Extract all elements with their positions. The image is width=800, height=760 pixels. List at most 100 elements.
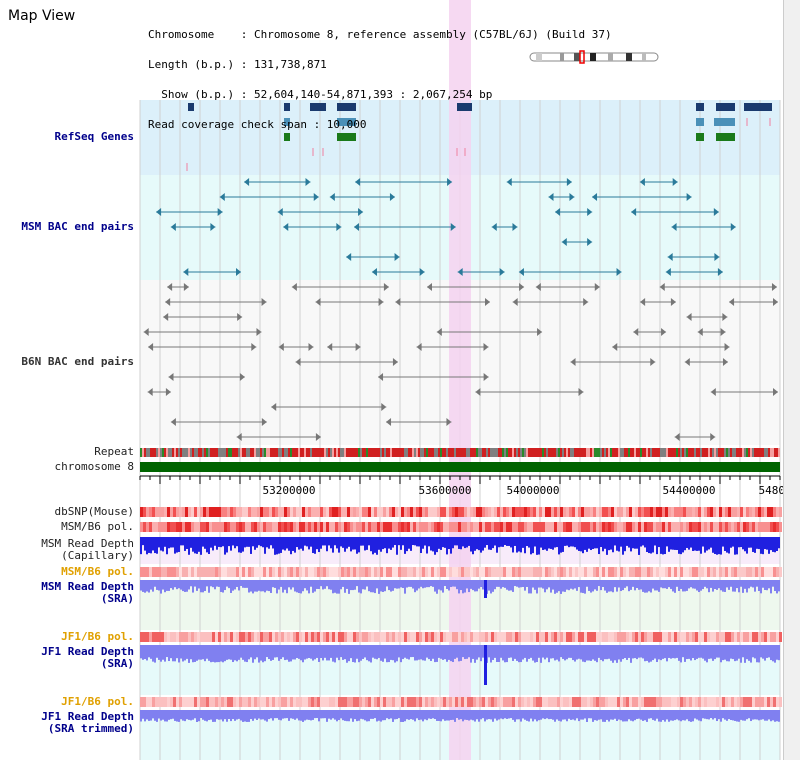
- heat-cell: [554, 567, 557, 577]
- heat-cell: [494, 697, 497, 707]
- refseq-track-label[interactable]: RefSeq Genes: [54, 130, 134, 143]
- depth-bar: [354, 537, 356, 550]
- heat-cell: [539, 507, 542, 517]
- repeat-segment: [316, 448, 318, 457]
- repeat-segment: [440, 448, 442, 457]
- depth-bar: [408, 710, 410, 720]
- heat-cell: [602, 522, 605, 532]
- depth-bar: [508, 710, 510, 719]
- heat-cell: [413, 632, 416, 642]
- heat-cell: [530, 567, 533, 577]
- heat-cell: [344, 632, 347, 642]
- depth-bar: [754, 710, 756, 720]
- depth-bar: [458, 580, 460, 594]
- depth-bar: [220, 580, 222, 592]
- depth-bar: [678, 710, 680, 721]
- depth-bar: [522, 537, 524, 548]
- repeat-segment: [538, 448, 540, 457]
- heat-cell: [299, 632, 302, 642]
- heat-cell: [260, 567, 263, 577]
- heat-cell: [587, 507, 590, 517]
- depth-bar: [712, 580, 714, 592]
- repeat-segment: [708, 448, 710, 457]
- heat-cell: [413, 697, 416, 707]
- heat-cell: [524, 697, 527, 707]
- depth-bar: [702, 580, 704, 590]
- heat-cell: [338, 697, 341, 707]
- heat-cell: [308, 697, 311, 707]
- heat-cell: [332, 632, 335, 642]
- heat-cell: [305, 522, 308, 532]
- heat-cell: [146, 697, 149, 707]
- heat-cell: [617, 697, 620, 707]
- heat-cell: [158, 507, 161, 517]
- msm-bac-track-label[interactable]: MSM BAC end pairs: [21, 220, 134, 233]
- heat-cell: [272, 507, 275, 517]
- depth-bar: [332, 580, 334, 594]
- repeat-segment: [502, 448, 504, 457]
- heat-cell: [323, 632, 326, 642]
- depth-bar: [270, 537, 272, 546]
- heat-cell: [716, 697, 719, 707]
- depth-bar: [532, 537, 534, 554]
- depth-bar: [702, 645, 704, 659]
- repeat-segment: [752, 448, 754, 457]
- depth-bar: [460, 710, 462, 720]
- depth-bar: [218, 645, 220, 663]
- heat-cell: [416, 522, 419, 532]
- heat-cell: [308, 567, 311, 577]
- depth-bar: [434, 537, 436, 555]
- bac-end-marker: [450, 223, 456, 231]
- depth-bar: [478, 537, 480, 551]
- depth-bar: [594, 537, 596, 549]
- depth-bar: [620, 580, 622, 592]
- depth-bar: [680, 645, 682, 663]
- depth-bar: [356, 580, 358, 587]
- heat-cell: [491, 697, 494, 707]
- heat-cell: [419, 507, 422, 517]
- depth-bar: [748, 537, 750, 548]
- depth-bar: [648, 580, 650, 592]
- vertical-scrollbar[interactable]: [783, 0, 800, 760]
- heat-cell: [143, 567, 146, 577]
- depth-bar: [766, 537, 768, 550]
- depth-bar: [562, 645, 564, 659]
- depth-bar: [178, 645, 180, 663]
- heat-cell: [707, 567, 710, 577]
- repeat-segment: [764, 448, 766, 457]
- depth-bar: [622, 537, 624, 555]
- heat-cell: [170, 632, 173, 642]
- depth-bar: [242, 645, 244, 660]
- heat-cell: [575, 522, 578, 532]
- depth-bar: [398, 537, 400, 546]
- depth-bar: [234, 645, 236, 661]
- repeat-segment: [362, 448, 364, 457]
- heat-cell: [668, 507, 671, 517]
- depth-bar: [736, 710, 738, 722]
- depth-bar: [726, 710, 728, 721]
- depth-bar: [336, 710, 338, 722]
- repeat-segment: [296, 448, 298, 457]
- heat-cell: [488, 697, 491, 707]
- depth-bar: [426, 710, 428, 721]
- b6n-bac-track-label[interactable]: B6N BAC end pairs: [21, 355, 134, 368]
- depth-bar: [444, 645, 446, 660]
- repeat-segment: [740, 448, 742, 457]
- depth-bar: [338, 580, 340, 594]
- heat-cell: [476, 632, 479, 642]
- heat-cell: [647, 507, 650, 517]
- heat-cell: [197, 522, 200, 532]
- heat-cell: [392, 632, 395, 642]
- heat-cell: [743, 507, 746, 517]
- heat-cell: [287, 632, 290, 642]
- heat-cell: [512, 697, 515, 707]
- depth-bar: [270, 710, 272, 719]
- bac-end-marker: [278, 343, 284, 351]
- depth-bar: [440, 537, 442, 550]
- heat-cell: [737, 632, 740, 642]
- repeat-segment: [236, 448, 238, 457]
- repeat-segment: [328, 448, 330, 457]
- info-panel: Chromosome : Chromosome 8, reference ass…: [148, 10, 612, 140]
- depth-bar: [616, 537, 618, 551]
